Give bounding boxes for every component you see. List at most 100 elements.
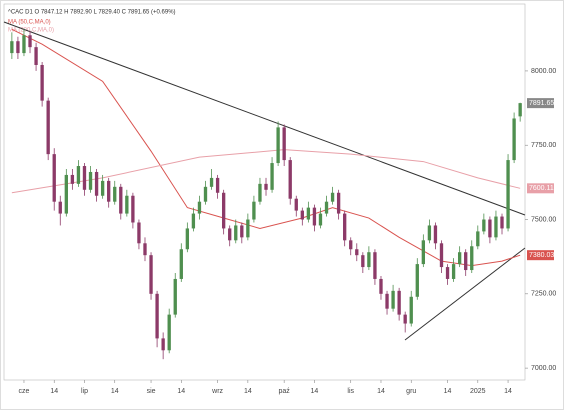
candle-body [470,246,474,271]
candle-body [221,192,226,229]
x-tick-label: paź [279,388,291,395]
x-tick-label: 14 [504,388,512,395]
candle-body [155,293,159,339]
candle-body [252,201,256,220]
x-tick-label: cze [19,388,30,395]
candle-body [391,290,395,309]
candle-body [421,240,426,265]
candle-body [107,180,111,202]
candle-body [385,293,389,309]
candle-body [415,264,419,297]
candle-body [506,160,510,229]
price-label: 7600.11 [529,185,554,192]
moving-average-line [11,149,521,194]
candle-body [34,47,38,65]
candle-body [457,252,462,265]
candle-body [228,228,232,241]
candle-body [125,195,129,214]
candle-body [282,127,286,161]
y-tick-label: 7500.00 [531,216,556,223]
candle-body [185,228,190,250]
candle-body [131,195,135,223]
candle-body [433,225,438,244]
support-trendline [404,247,526,341]
candle-body [234,225,238,241]
x-tick-label: 14 [311,388,319,395]
candle-body [494,216,498,238]
price-label: 7891.65 [529,100,554,107]
candle-body [488,219,492,238]
resistance-trendline [3,21,526,216]
y-tick-label: 7250.00 [531,291,556,298]
candle-body [64,174,68,214]
candle-body [52,154,56,202]
x-tick-label: gru [406,388,416,395]
x-tick-label: 14 [111,388,119,395]
candle-body [215,177,220,193]
x-tick-label: 2025 [470,388,486,395]
candle-body [191,213,196,229]
candle-body [70,174,75,184]
candle-body [476,231,480,247]
price-label-box [527,250,554,261]
candle-body [167,314,171,351]
candle-body [40,64,44,101]
candle-body [367,252,371,268]
candle-body [264,183,268,190]
candle-body [88,171,93,190]
candle-body [336,192,341,214]
x-tick-label: 14 [244,388,252,395]
chart-title: ^CAC D1 O 7847.12 H 7892.90 L 7829.40 C … [8,10,176,16]
candle-body [149,255,153,294]
candle-body [300,210,304,220]
x-tick-label: wrz [211,388,223,395]
candle-body [46,100,50,155]
candle-body [361,255,365,268]
x-tick-label: sie [147,388,156,395]
candle-body [397,290,401,315]
candle-body [203,186,208,202]
candle-body [451,264,456,279]
candle-body [355,249,359,256]
y-tick-label: 7000.00 [531,365,556,372]
candle-body [94,171,99,196]
candle-body [276,127,280,164]
candle-body [294,198,298,211]
candle-body [324,201,329,214]
candle-body [113,186,117,202]
price-label: 7380.03 [529,252,554,259]
x-tick-label: lis [347,388,354,395]
x-tick-label: 14 [50,388,58,395]
candle-body [343,213,347,241]
candle-body [445,267,450,279]
price-label-box [527,98,554,109]
candle-body [161,338,165,351]
x-tick-label: 14 [444,388,452,395]
candle-body [197,201,202,214]
y-tick-label: 7750.00 [531,142,556,149]
candle-body [240,225,244,238]
candle-body [179,249,183,279]
candle-body [512,118,516,161]
plot-border [3,3,526,381]
x-tick-label: 14 [377,388,385,395]
candle-body [270,163,274,190]
candle-body [379,278,383,294]
candle-body [349,240,353,250]
candle-body [246,219,250,238]
candle-body [306,207,311,220]
legend-label: MA (200,C,MA,0) [8,28,54,34]
candle-body [288,160,292,199]
candle-body [464,252,468,271]
candle-body [427,225,432,241]
candle-body [518,103,522,117]
candle-body [373,252,377,279]
candle-body [500,216,504,229]
candle-body [409,296,413,324]
legend-label: MA (50,C,MA,0) [8,20,51,26]
price-label-box [527,183,554,194]
candle-body [258,183,262,202]
candle-body [330,192,335,202]
